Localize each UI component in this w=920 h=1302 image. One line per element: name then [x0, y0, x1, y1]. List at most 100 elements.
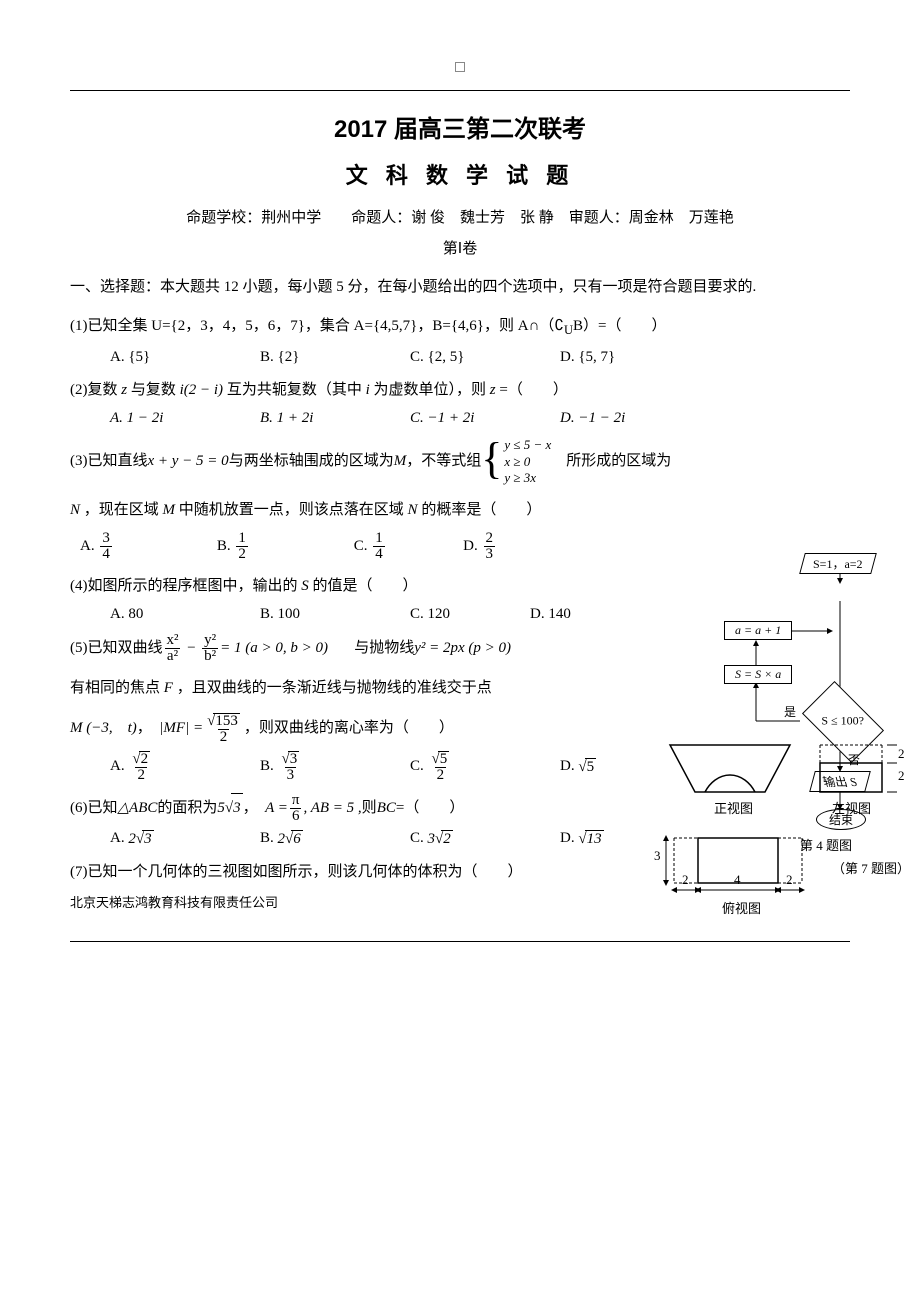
q3-sys1: y ≤ 5 − x	[504, 437, 551, 453]
footer-rule	[70, 941, 850, 942]
q3-l2b: ，现在区域	[84, 502, 163, 518]
q7-left-label: 左视图	[832, 798, 871, 817]
q4-s: S	[301, 578, 309, 594]
q5-line3: M (−3, t) ， |MF| = √1532 ，则双曲线的离心率为（ ）	[70, 713, 660, 745]
q4-b: 的值是（ ）	[313, 578, 418, 594]
q3-m: M	[394, 447, 407, 476]
q5-opt-c: C. √52	[410, 751, 560, 783]
q3-c: ，不等式组	[406, 447, 481, 476]
q5-b: 与抛物线	[354, 634, 414, 663]
q7-d1: 2	[898, 746, 905, 762]
q2-c: 互为共轭复数（其中	[227, 382, 366, 398]
title-main: 2017 届高三第二次联考	[70, 109, 850, 144]
q7-d6: 2	[786, 872, 793, 888]
q3-a: (3)已知直线	[70, 447, 148, 476]
q5-m: M (−3, t)	[70, 714, 137, 743]
q1-options: A. {5} B. {2} C. {2, 5} D. {5, 7}	[70, 349, 850, 366]
q6-tri: △ABC	[118, 794, 158, 823]
q6-e: =（ ）	[396, 794, 464, 823]
q5-opt-b: B. √33	[260, 751, 410, 783]
q2-d: 为虚数单位），则	[374, 382, 490, 398]
q1-sub: U	[564, 323, 573, 337]
q6-a: (6)已知	[70, 794, 118, 823]
q2-i: i	[366, 382, 370, 398]
exam-page: 2017 届高三第二次联考 文 科 数 学 试 题 命题学校：荆州中学 命题人：…	[0, 0, 920, 970]
q3-system: { y ≤ 5 − x x ≥ 0 y ≥ 3x	[481, 437, 551, 486]
q3-b: 与两坐标轴围成的区域为	[229, 447, 394, 476]
q6-bc: BC	[377, 794, 396, 823]
q7-caption: （第 7 题图）	[832, 858, 910, 877]
q7-front-label: 正视图	[714, 798, 753, 817]
q7-d5: 4	[734, 872, 741, 888]
q6-d: 则	[362, 794, 377, 823]
q3-eq: x + y − 5 = 0	[148, 447, 229, 476]
juan-label: 第Ⅰ卷	[70, 237, 850, 258]
q2-opt-a: A. 1 − 2i	[110, 410, 260, 427]
q3-opt-a: A. 34	[80, 531, 217, 562]
q5-mf: |MF| =	[159, 714, 203, 743]
q2-z1: z	[121, 382, 127, 398]
q1-opt-b: B. {2}	[260, 349, 410, 366]
flow-step2: S = S × a	[724, 665, 792, 684]
q3-m2: M	[163, 502, 176, 518]
q1-opt-a: A. {5}	[110, 349, 260, 366]
q3-opt-c: C. 14	[354, 531, 463, 562]
q6-aeq: A =	[265, 794, 288, 823]
q2-opt-b: B. 1 + 2i	[260, 410, 410, 427]
q6-opt-a: A. 2√3	[110, 830, 260, 848]
q6-stem: (6)已知 △ABC 的面积为 5√3 ， A = π6 , AB = 5 , …	[70, 793, 630, 824]
q1-stem-b: B）=（ ）	[573, 318, 666, 334]
q7-svg	[660, 740, 910, 910]
title-sub: 文 科 数 学 试 题	[70, 158, 850, 190]
q6-opt-c: C. 3√2	[410, 830, 560, 848]
q5-l3c: ，则双曲线的离心率为（ ）	[244, 714, 454, 743]
q7-d3: 3	[654, 848, 661, 864]
q5-opt-a: A. √22	[110, 751, 260, 783]
credits: 命题学校：荆州中学 命题人：谢 俊 魏士芳 张 静 审题人：周金林 万莲艳	[70, 206, 850, 227]
q4-opt-d: D. 140	[530, 606, 680, 623]
q7-stem: (7)已知一个几何体的三视图如图所示，则该几何体的体积为（ ）	[70, 858, 630, 887]
q7-d4: 2	[682, 872, 689, 888]
q1-stem-a: (1)已知全集 U={2，3，4，5，6，7}，集合 A={4,5,7}，B={…	[70, 318, 564, 334]
q5-comma: ，	[137, 714, 152, 743]
q5-line2: 有相同的焦点 F ，且双曲线的一条渐近线与抛物线的准线交于点	[70, 674, 630, 703]
header-rule	[70, 90, 850, 91]
flow-step1: a = a + 1	[724, 621, 792, 640]
q5-para: y² = 2px (p > 0)	[414, 634, 511, 663]
q3-l2c: 中随机放置一点，则该点落在区域	[179, 502, 408, 518]
q2-expr: i(2 − i)	[180, 382, 223, 398]
q3-stem: (3)已知直线 x + y − 5 = 0 与两坐标轴围成的区域为 M ，不等式…	[70, 437, 850, 486]
q6-b: 的面积为	[157, 794, 217, 823]
q2-stem: (2)复数 z 与复数 i(2 − i) 互为共轭复数（其中 i 为虚数单位），…	[70, 376, 850, 405]
q5-l2b: ，且双曲线的一条渐近线与抛物线的准线交于点	[177, 680, 492, 696]
q1-opt-d: D. {5, 7}	[560, 349, 710, 366]
header-marker	[455, 62, 465, 72]
q3-sys3: y ≥ 3x	[504, 470, 551, 486]
q7-top-label: 俯视图	[722, 898, 761, 917]
q1-stem: (1)已知全集 U={2，3，4，5，6，7}，集合 A={4,5,7}，B={…	[70, 312, 850, 343]
q3-opt-b: B. 12	[217, 531, 354, 562]
q3-options: A. 34 B. 12 C. 14 D. 23	[70, 531, 600, 562]
q3-line2: N ，现在区域 M 中随机放置一点，则该点落在区域 N 的概率是（ ）	[70, 496, 630, 525]
q4-opt-c: C. 120	[410, 606, 530, 623]
flow-yes: 是	[784, 703, 796, 720]
flow-init: S=1，a=2	[813, 555, 863, 572]
q1-opt-c: C. {2, 5}	[410, 349, 560, 366]
q5-hyp-tail: = 1 (a > 0, b > 0)	[220, 634, 328, 663]
q5-stem: (5)已知双曲线 x²a² − y²b² = 1 (a > 0, b > 0) …	[70, 633, 630, 664]
q2-z2: z	[490, 382, 496, 398]
q5-a: (5)已知双曲线	[70, 634, 163, 663]
q2-opt-c: C. −1 + 2i	[410, 410, 560, 427]
q4-opt-a: A. 80	[110, 606, 260, 623]
q5-l2a: 有相同的焦点	[70, 680, 164, 696]
q7-d2: 2	[898, 768, 905, 784]
q4-opt-b: B. 100	[260, 606, 410, 623]
q6-opt-b: B. 2√6	[260, 830, 410, 848]
q5-f: F	[164, 680, 173, 696]
q6-ab: , AB = 5 ,	[303, 794, 361, 823]
q3-n1: N	[70, 502, 80, 518]
q3-sys2: x ≥ 0	[504, 454, 551, 470]
q2-a: (2)复数	[70, 382, 121, 398]
q2-b: 与复数	[131, 382, 180, 398]
q3-l2d: 的概率是（ ）	[421, 502, 541, 518]
